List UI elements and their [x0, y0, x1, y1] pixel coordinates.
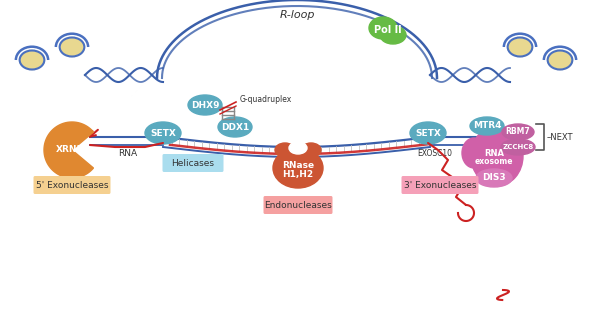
Text: R-loop: R-loop: [279, 10, 315, 20]
Text: EXOSC10: EXOSC10: [417, 148, 452, 158]
Ellipse shape: [20, 50, 44, 70]
Text: DDX1: DDX1: [221, 123, 249, 131]
Ellipse shape: [462, 138, 486, 168]
Ellipse shape: [218, 117, 252, 137]
Text: ZCCHC8: ZCCHC8: [502, 144, 533, 150]
Ellipse shape: [301, 143, 321, 157]
Ellipse shape: [548, 50, 572, 70]
Text: RBM7: RBM7: [506, 128, 530, 136]
Ellipse shape: [476, 169, 512, 187]
Text: G-quadruplex: G-quadruplex: [240, 94, 292, 104]
FancyBboxPatch shape: [34, 176, 110, 194]
Ellipse shape: [273, 148, 323, 188]
Text: exosome: exosome: [475, 158, 513, 167]
Ellipse shape: [369, 17, 397, 39]
Text: SETX: SETX: [150, 129, 176, 138]
Ellipse shape: [380, 26, 406, 44]
Text: –NEXT: –NEXT: [547, 133, 574, 141]
Polygon shape: [44, 122, 94, 178]
Text: Helicases: Helicases: [172, 158, 215, 168]
Ellipse shape: [289, 142, 307, 154]
Ellipse shape: [188, 95, 222, 115]
FancyBboxPatch shape: [163, 154, 223, 172]
Text: DHX9: DHX9: [191, 100, 219, 110]
FancyBboxPatch shape: [401, 176, 479, 194]
Text: Endonucleases: Endonucleases: [264, 201, 332, 209]
Ellipse shape: [145, 122, 181, 144]
Text: Pol II: Pol II: [374, 25, 402, 35]
Ellipse shape: [410, 122, 446, 144]
Text: RNase: RNase: [282, 161, 314, 169]
Text: H1,H2: H1,H2: [283, 170, 314, 180]
Ellipse shape: [471, 126, 523, 186]
Ellipse shape: [59, 37, 85, 56]
Text: RNA: RNA: [118, 148, 137, 158]
Text: SETX: SETX: [415, 129, 441, 138]
FancyBboxPatch shape: [263, 196, 332, 214]
Ellipse shape: [470, 117, 504, 135]
Text: DIS3: DIS3: [482, 174, 506, 182]
Ellipse shape: [275, 143, 295, 157]
Ellipse shape: [501, 139, 535, 155]
Ellipse shape: [508, 37, 532, 56]
Text: XRN2: XRN2: [56, 146, 84, 154]
Text: MTR4: MTR4: [473, 122, 501, 130]
Ellipse shape: [502, 124, 534, 140]
Text: 5' Exonucleases: 5' Exonucleases: [36, 180, 108, 190]
Text: RNA: RNA: [484, 148, 504, 158]
Text: 3' Exonucleases: 3' Exonucleases: [404, 180, 476, 190]
